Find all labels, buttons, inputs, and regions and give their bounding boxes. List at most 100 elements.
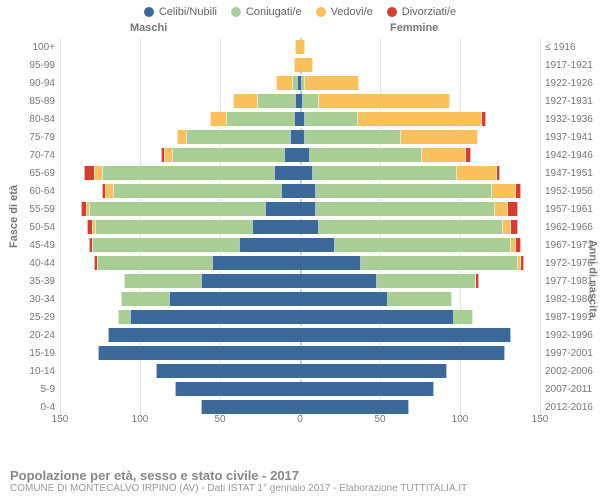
male-header: Maschi [130,22,167,34]
bar-group [60,76,540,90]
bar-segment [401,130,478,144]
bar-segment [476,274,479,288]
age-label: 15-19 [5,348,55,359]
birth-year-label: ≤ 1916 [545,42,600,53]
bar-segment [124,274,201,288]
legend-item: Divorziati/e [387,6,456,18]
birth-year-label: 1927-1931 [545,96,600,107]
female-bar [300,40,305,54]
male-bar [161,148,300,162]
female-header: Femmine [390,22,438,34]
birth-year-label: 1987-1991 [545,312,600,323]
age-row: 95-991917-1921 [60,56,540,74]
bar-segment [508,202,518,216]
bar-segment [335,238,511,252]
age-label: 95-99 [5,60,55,71]
age-row: 55-591957-1961 [60,200,540,218]
age-row: 5-92007-2011 [60,380,540,398]
bar-segment [130,310,300,324]
gridline [540,38,541,416]
population-pyramid-chart: Celibi/NubiliConiugati/eVedovi/eDivorzia… [0,0,600,500]
age-label: 25-29 [5,312,55,323]
bar-segment [257,94,295,108]
bar-segment [186,130,290,144]
bar-segment [457,166,497,180]
female-bar [300,364,447,378]
age-row: 100+≤ 1916 [60,38,540,56]
bar-segment [300,220,319,234]
legend-label: Celibi/Nubili [159,6,217,18]
bar-segment [177,130,187,144]
bar-segment [84,166,94,180]
bar-group [60,310,540,324]
footer: Popolazione per età, sesso e stato civil… [10,468,590,494]
bar-segment [290,130,300,144]
bar-segment [300,58,313,72]
bar-segment [121,292,169,306]
male-bar [124,274,300,288]
bar-segment [284,148,300,162]
bar-segment [300,292,388,306]
age-label: 90-94 [5,78,55,89]
bar-group [60,382,540,396]
bar-segment [300,400,409,414]
bar-group [60,94,540,108]
bar-segment [466,148,471,162]
bar-group [60,256,540,270]
bar-segment [105,184,113,198]
bar-segment [316,202,495,216]
age-row: 35-391977-1981 [60,272,540,290]
x-tick-label: 50 [374,414,385,425]
male-bar [201,400,300,414]
female-bar [300,400,409,414]
birth-year-label: 1942-1946 [545,150,600,161]
legend-label: Divorziati/e [402,6,456,18]
age-label: 55-59 [5,204,55,215]
bar-segment [210,112,226,126]
male-bar [175,382,300,396]
chart-subtitle: COMUNE DI MONTECALVO IRPINO (AV) - Dati … [10,483,590,494]
bar-segment [300,310,454,324]
birth-year-label: 2012-2016 [545,402,600,413]
male-bar [177,130,300,144]
age-label: 0-4 [5,402,55,413]
age-label: 30-34 [5,294,55,305]
x-tick-label: 100 [132,414,149,425]
legend-swatch [387,7,397,17]
bar-segment [164,148,172,162]
bar-segment [281,184,300,198]
age-row: 85-891927-1931 [60,92,540,110]
bar-segment [361,256,518,270]
bar-segment [388,292,452,306]
age-label: 100+ [5,42,55,53]
legend-label: Coniugati/e [246,6,302,18]
bar-segment [95,220,252,234]
bar-segment [92,238,239,252]
bar-segment [175,382,300,396]
rows: 100+≤ 191695-991917-192190-941922-192685… [60,38,540,416]
legend-swatch [316,7,326,17]
birth-year-label: 1922-1926 [545,78,600,89]
bar-segment [212,256,300,270]
female-bar [300,382,434,396]
bar-segment [316,184,492,198]
bar-segment [276,76,292,90]
age-label: 50-54 [5,222,55,233]
bar-segment [201,400,300,414]
birth-year-label: 1997-2001 [545,348,600,359]
x-tick-label: 150 [532,414,549,425]
age-row: 30-341982-1986 [60,290,540,308]
female-bar [300,112,486,126]
bar-segment [300,148,310,162]
bar-segment [310,148,422,162]
age-label: 20-24 [5,330,55,341]
birth-year-label: 1962-1966 [545,222,600,233]
bar-group [60,130,540,144]
female-bar [300,58,313,72]
bar-segment [305,76,359,90]
x-tick-label: 0 [297,414,303,425]
age-label: 75-79 [5,132,55,143]
female-bar [300,94,450,108]
male-bar [118,310,300,324]
age-label: 35-39 [5,276,55,287]
